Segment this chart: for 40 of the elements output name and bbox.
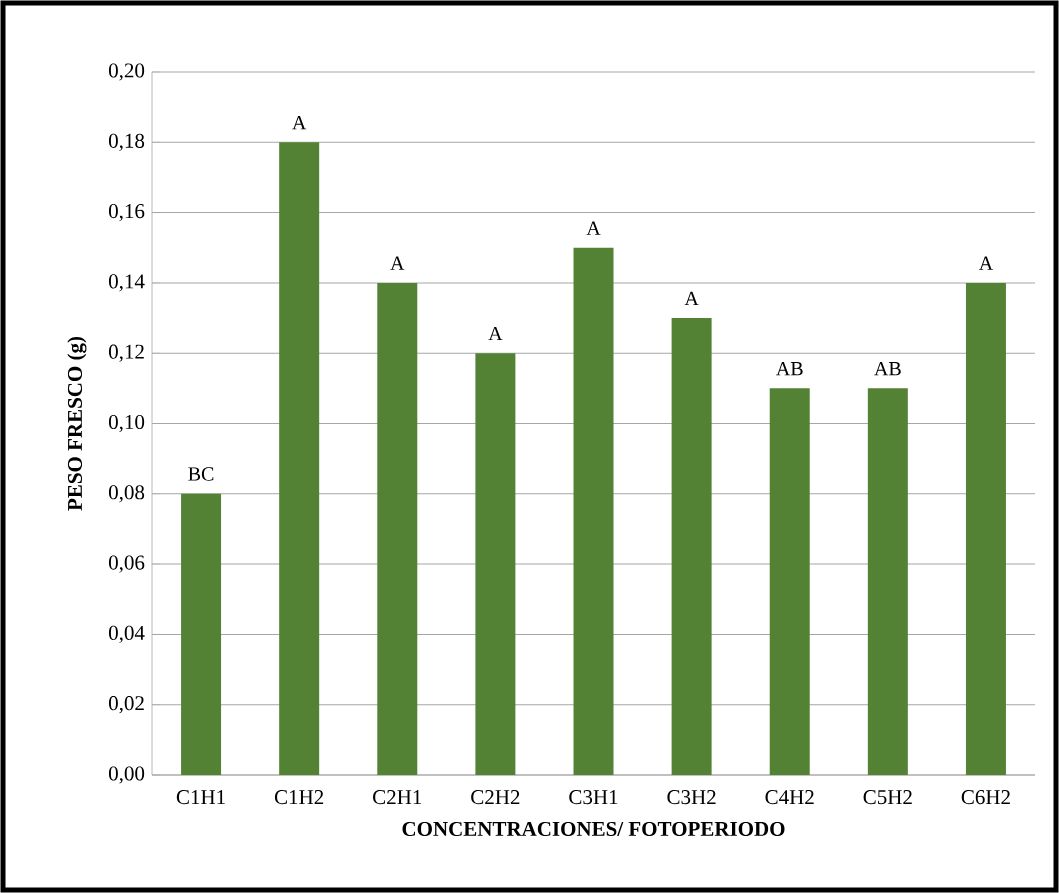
annotation: AB <box>874 362 901 376</box>
y-tick-label: 0,12 <box>108 344 144 362</box>
bar <box>965 282 1006 775</box>
bar <box>377 282 418 775</box>
x-tick-label: C4H2 <box>765 790 814 805</box>
x-tick-label: C1H1 <box>176 790 225 805</box>
y-tick-label: 0,04 <box>108 625 145 643</box>
x-tick-label: C3H2 <box>667 790 716 805</box>
y-tick-label: 0,10 <box>108 414 145 433</box>
x-tick-label: C2H2 <box>471 790 520 805</box>
x-tick-label: C1H2 <box>274 790 324 805</box>
bar <box>475 353 516 775</box>
annotation: AB <box>776 362 803 376</box>
x-axis-title: CONCENTRACIONES/ FOTOPERIODO <box>402 821 785 837</box>
y-tick-label: 0,16 <box>108 204 145 222</box>
x-tick-label: C2H1 <box>373 790 422 805</box>
y-tick-label: 0,08 <box>108 485 145 503</box>
x-tick-label: C5H2 <box>863 790 912 805</box>
annotation: A <box>586 221 601 235</box>
bar <box>181 493 222 775</box>
y-tick-label: 0,20 <box>108 63 145 81</box>
x-tick-label: C6H2 <box>961 790 1010 805</box>
annotation: BC <box>188 467 214 481</box>
y-tick-label: 0,06 <box>108 555 145 573</box>
annotation: A <box>390 256 405 270</box>
annotation: A <box>978 256 994 270</box>
bar <box>867 388 908 775</box>
y-tick-label: 0,00 <box>108 766 145 784</box>
y-tick-label: 0,18 <box>108 133 145 151</box>
annotation: A <box>292 116 307 130</box>
x-tick-label: C3H1 <box>569 790 618 805</box>
bar <box>279 142 320 775</box>
y-axis-title: PESO FRESCO (g) <box>67 336 87 511</box>
annotation: A <box>488 326 503 341</box>
y-tick-label: 0,14 <box>108 274 145 292</box>
bar <box>769 388 810 775</box>
annotation: A <box>684 291 699 305</box>
bar <box>671 318 712 775</box>
y-tick-label: 0,02 <box>108 696 144 714</box>
bar <box>573 247 614 775</box>
